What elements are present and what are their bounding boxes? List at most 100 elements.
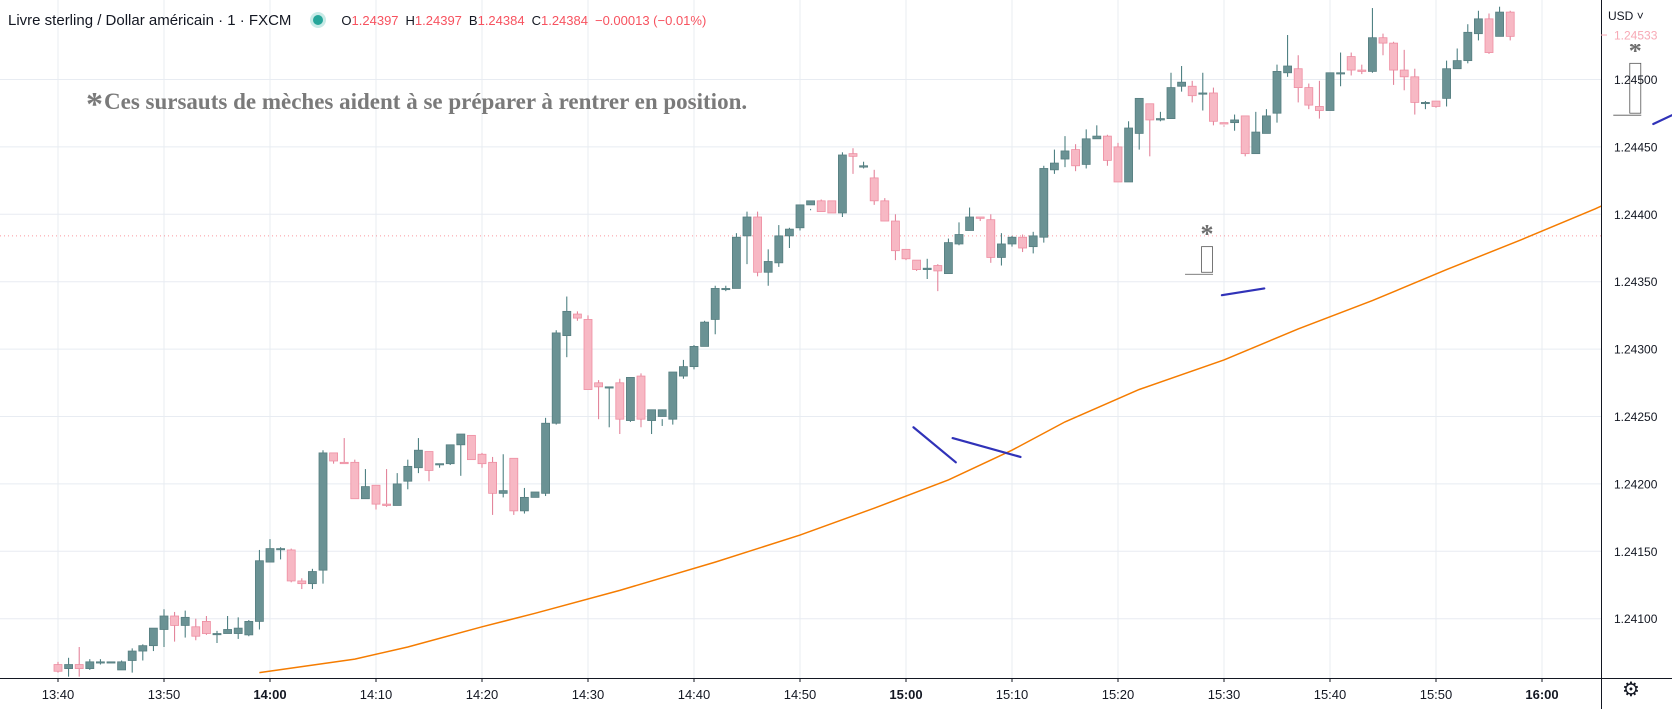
candle xyxy=(170,611,180,642)
candle xyxy=(700,320,709,347)
candle xyxy=(806,200,815,211)
candle xyxy=(477,452,487,468)
candle xyxy=(456,433,466,476)
candle xyxy=(1505,10,1515,41)
candle xyxy=(636,373,646,428)
candle-body xyxy=(1262,115,1271,134)
candle-body xyxy=(1198,92,1208,95)
candle xyxy=(785,227,794,248)
candle xyxy=(975,216,985,222)
open-label: O xyxy=(341,12,352,28)
currency-label: USD xyxy=(1608,9,1634,23)
candle-body xyxy=(912,259,921,270)
candle-body xyxy=(1134,97,1144,134)
candle-body xyxy=(350,461,360,500)
candle-body xyxy=(1463,31,1473,62)
candle-body xyxy=(509,457,519,512)
candle-body xyxy=(806,200,815,206)
candle-body xyxy=(1092,135,1102,140)
ohlc-low: B1.24384 xyxy=(469,13,525,28)
candle xyxy=(859,161,868,169)
candle xyxy=(254,549,264,630)
high-value: 1.24397 xyxy=(414,12,462,28)
gear-icon[interactable]: ⚙ xyxy=(1622,679,1640,701)
candle-body xyxy=(689,346,699,368)
candle xyxy=(1283,35,1292,77)
candle-body xyxy=(1145,103,1155,121)
candle xyxy=(488,456,498,515)
candle-body xyxy=(276,548,286,551)
candle xyxy=(689,345,699,370)
candle-body xyxy=(763,261,773,273)
candle-body xyxy=(1410,76,1420,103)
wick-asterisk: * xyxy=(1201,220,1214,249)
candle xyxy=(1050,149,1059,174)
candle xyxy=(1431,100,1441,108)
candle-body xyxy=(636,375,646,420)
candle xyxy=(466,434,476,461)
candle xyxy=(74,647,84,677)
candle xyxy=(1145,103,1155,157)
candle-body xyxy=(1357,69,1367,72)
candle-body xyxy=(562,310,572,337)
trendline xyxy=(1220,287,1266,297)
high-label: H xyxy=(405,12,415,28)
candle-body xyxy=(795,204,805,229)
candle-body xyxy=(74,664,84,669)
candle-body xyxy=(392,483,402,506)
candle xyxy=(201,616,211,635)
candle xyxy=(732,233,741,289)
candle-body xyxy=(997,243,1006,258)
candle-body xyxy=(922,267,932,270)
candle-body xyxy=(1050,162,1059,171)
candle xyxy=(445,444,455,466)
close-label: C xyxy=(531,12,541,28)
candle-body xyxy=(85,661,95,669)
candle-body xyxy=(1124,127,1133,183)
candle-body xyxy=(626,377,635,421)
candle xyxy=(869,169,879,205)
candle-body xyxy=(456,433,466,446)
candle xyxy=(912,259,921,271)
candle-body xyxy=(573,313,582,319)
candle-body xyxy=(816,200,826,213)
candle xyxy=(1060,136,1070,168)
symbol-title[interactable]: Livre sterling / Dollar américain · 1 · … xyxy=(8,11,292,29)
candle xyxy=(615,378,625,435)
candle-body xyxy=(307,571,317,585)
candle-body xyxy=(668,371,678,420)
candle-body xyxy=(265,548,275,563)
candle xyxy=(753,211,762,277)
candle-body xyxy=(53,664,63,672)
candle xyxy=(53,661,63,673)
candle-body xyxy=(1187,85,1197,97)
candle xyxy=(520,487,529,514)
candle xyxy=(1357,64,1367,75)
change-value: −0.00013 (−0.01%) xyxy=(594,12,707,28)
candle xyxy=(541,417,550,497)
y-tick-label: 1.24100 xyxy=(1614,612,1658,626)
candle-body xyxy=(520,496,529,512)
candle xyxy=(583,315,593,390)
y-tick-label: 1.24150 xyxy=(1614,545,1658,559)
candle-body xyxy=(721,288,731,291)
candle xyxy=(1113,142,1123,183)
candle xyxy=(1209,87,1218,126)
candle xyxy=(742,211,752,265)
candle-body xyxy=(1039,168,1049,238)
currency-button[interactable]: USD ˅ xyxy=(1608,9,1644,23)
candle xyxy=(117,660,126,671)
candle xyxy=(954,222,964,246)
ohlc-close: C1.24384 xyxy=(532,13,588,28)
y-tick-label: 1.24350 xyxy=(1614,275,1658,289)
candle-body xyxy=(880,200,890,222)
candle xyxy=(710,285,720,335)
candle xyxy=(647,409,656,435)
candle xyxy=(1007,235,1017,247)
candle xyxy=(827,200,837,214)
candle xyxy=(1198,72,1208,111)
candle-body xyxy=(329,452,339,462)
candle xyxy=(1103,134,1112,166)
candle-body xyxy=(1484,18,1494,53)
